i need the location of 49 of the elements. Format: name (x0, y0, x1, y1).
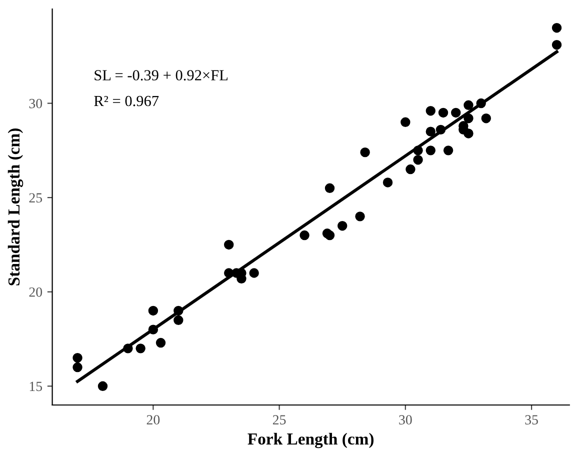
point (451, 108, 461, 118)
point (174, 315, 184, 326)
point (464, 114, 474, 124)
point (338, 220, 348, 231)
y-tick-label: 30 (29, 98, 42, 108)
point (123, 344, 133, 354)
point (406, 164, 416, 174)
point (249, 268, 259, 278)
x-tick-label: 25 (272, 415, 286, 424)
y-axis-title: Standard Length (cm) (8, 128, 24, 286)
point (426, 126, 436, 136)
point (300, 230, 310, 240)
point (72, 352, 82, 363)
point (136, 344, 146, 354)
point (360, 147, 370, 158)
point (224, 240, 234, 250)
point (436, 124, 446, 135)
point (426, 146, 436, 156)
annotation: R² = 0.967 (94, 96, 159, 106)
point (552, 22, 562, 33)
point (464, 128, 474, 138)
point (174, 306, 184, 316)
point (98, 381, 108, 392)
annotation: SL = -0.39 + 0.92×FL (94, 70, 228, 80)
point (382, 178, 393, 188)
point (443, 146, 454, 156)
point (481, 114, 492, 124)
x-tick-label: 35 (525, 415, 538, 424)
x-tick-label: 20 (146, 415, 160, 424)
point (476, 98, 486, 108)
point (413, 146, 423, 156)
point (426, 106, 436, 116)
point (324, 230, 335, 240)
point (464, 100, 474, 110)
point (355, 212, 365, 222)
point (438, 108, 448, 118)
y-tick-label: 25 (29, 193, 42, 203)
y-tick-label: 15 (30, 382, 42, 392)
point (148, 306, 158, 316)
point (400, 117, 410, 128)
point (413, 154, 423, 165)
point (148, 324, 158, 334)
point (72, 362, 82, 372)
point (324, 183, 335, 194)
x-tick-label: 30 (399, 415, 412, 424)
point (552, 40, 562, 50)
point (156, 338, 166, 348)
y-tick-label: 20 (29, 287, 42, 297)
x-axis-title: Fork Length (cm) (248, 432, 374, 448)
